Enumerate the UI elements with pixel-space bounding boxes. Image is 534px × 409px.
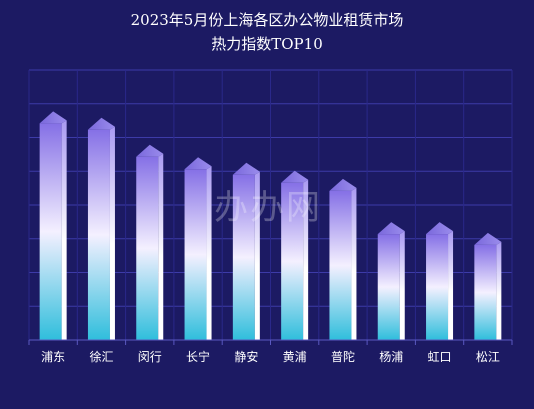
bar-闵行 [136, 144, 164, 340]
x-tick-labels: 浦东 徐汇 闵行 长宁 静安 黄浦 普陀 杨浦 虹口 松江 [28, 340, 513, 364]
x-tick-label: 静安 [234, 349, 258, 364]
bar-cap [184, 157, 212, 170]
watermark-logo: 办办网 [214, 188, 322, 228]
bar-徐汇 [87, 117, 115, 340]
x-tick-label: 虹口 [428, 350, 452, 364]
bar-cap [39, 111, 67, 124]
bar-front [281, 182, 304, 340]
bar-front [377, 234, 400, 340]
bar-side [303, 179, 309, 340]
bar-front [184, 169, 207, 340]
bar-普陀 [329, 178, 357, 340]
bar-cap [474, 232, 502, 245]
bar-side [206, 166, 212, 340]
x-tick-label: 普陀 [331, 349, 355, 364]
bar-黄浦 [281, 170, 309, 340]
bar-side [496, 241, 502, 340]
x-tick-label: 徐汇 [89, 349, 113, 364]
bar-静安 [232, 162, 260, 340]
x-tick-label: 闵行 [138, 349, 162, 364]
bar-cap [136, 144, 164, 157]
bar-front [474, 244, 497, 340]
bar-side [399, 231, 405, 340]
bar-松江 [474, 232, 502, 340]
bars [39, 111, 502, 341]
bar-cap [329, 178, 357, 191]
bar-cap [377, 222, 405, 235]
vertical-grid-lines [28, 70, 513, 340]
x-tick-label: 杨浦 [379, 349, 403, 364]
x-tick-label: 黄浦 [283, 350, 307, 364]
bar-浦东 [39, 111, 67, 341]
bar-side [109, 126, 115, 340]
x-tick-label: 长宁 [186, 349, 210, 364]
bar-长宁 [184, 157, 212, 340]
bar-杨浦 [377, 222, 405, 340]
bar-side [158, 153, 164, 340]
bar-cap [232, 162, 260, 175]
bar-cap [426, 222, 454, 235]
bar-front [136, 156, 159, 340]
chart-title: 2023年5月份上海各区办公物业租赁市场 [130, 11, 404, 29]
bar-front [39, 123, 62, 341]
bar-side [351, 187, 357, 340]
bar-side [254, 171, 260, 340]
chart-subtitle: 热力指数TOP10 [211, 35, 323, 53]
bar-cap [87, 117, 115, 130]
bar-side [448, 231, 454, 340]
bar-front [87, 129, 110, 340]
x-tick-label: 浦东 [41, 350, 65, 364]
bar-side [61, 120, 67, 341]
bar-front [329, 190, 352, 340]
bar-虹口 [426, 222, 454, 340]
bar-front [426, 234, 449, 340]
x-tick-label: 松江 [476, 350, 500, 364]
bar-front [232, 174, 255, 340]
bar-cap [281, 170, 309, 183]
